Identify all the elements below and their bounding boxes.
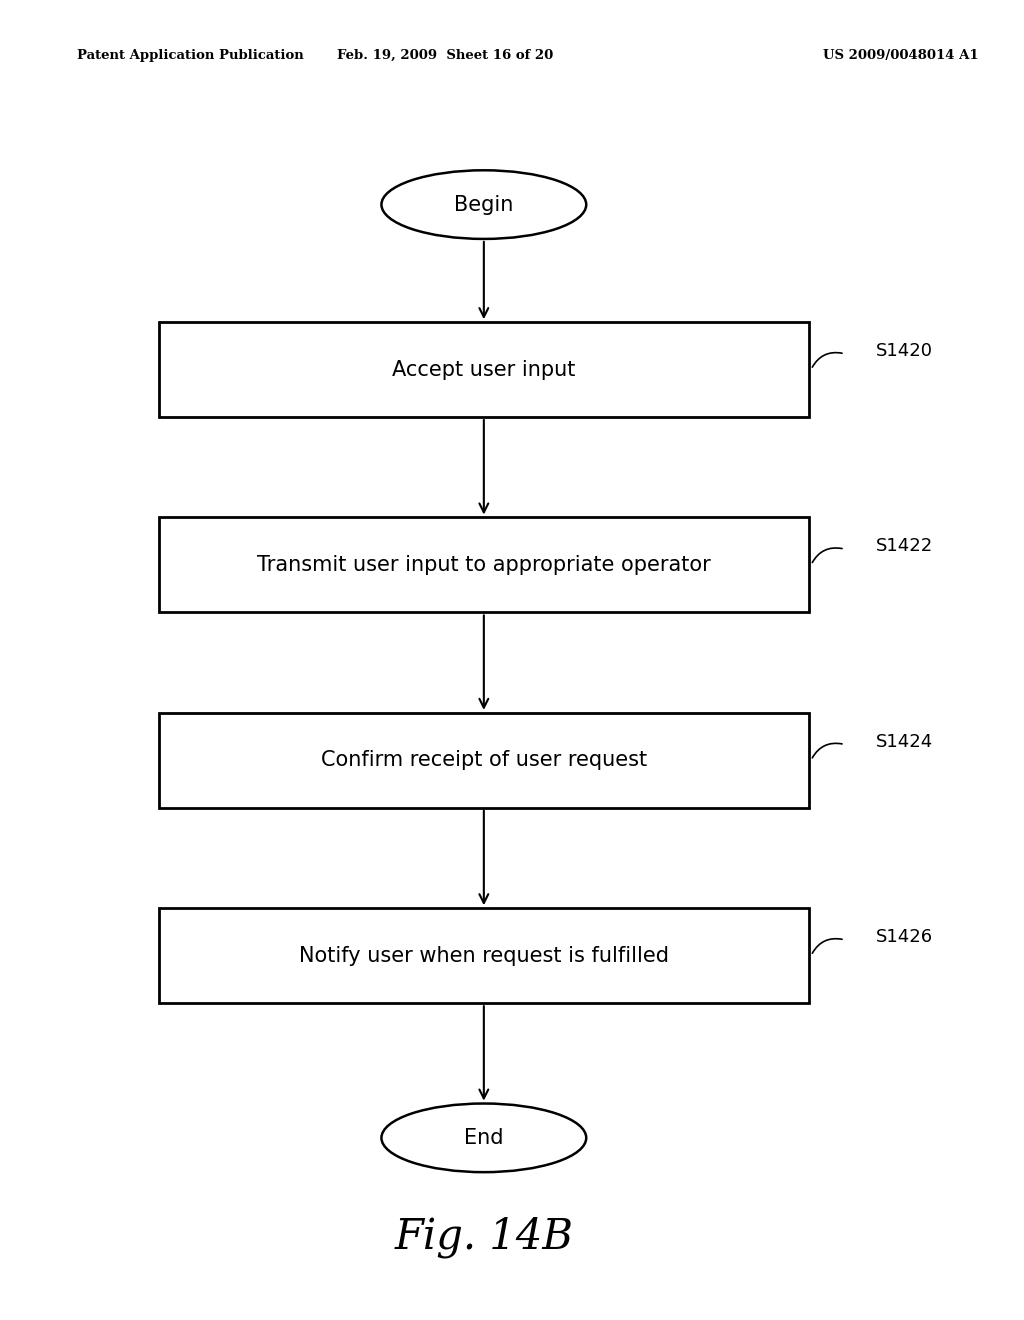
- Text: Accept user input: Accept user input: [392, 359, 575, 380]
- Ellipse shape: [382, 170, 586, 239]
- Text: S1422: S1422: [876, 537, 933, 556]
- Text: Begin: Begin: [455, 194, 513, 215]
- Bar: [159, 908, 809, 1003]
- Ellipse shape: [382, 1104, 586, 1172]
- Text: Fig. 14B: Fig. 14B: [394, 1216, 573, 1258]
- Text: End: End: [464, 1127, 504, 1148]
- Text: S1426: S1426: [876, 928, 933, 946]
- Text: Feb. 19, 2009  Sheet 16 of 20: Feb. 19, 2009 Sheet 16 of 20: [337, 49, 554, 62]
- Text: Transmit user input to appropriate operator: Transmit user input to appropriate opera…: [257, 554, 711, 576]
- Text: Patent Application Publication: Patent Application Publication: [77, 49, 303, 62]
- Text: US 2009/0048014 A1: US 2009/0048014 A1: [823, 49, 979, 62]
- Bar: [159, 322, 809, 417]
- Text: S1420: S1420: [876, 342, 933, 360]
- Text: Confirm receipt of user request: Confirm receipt of user request: [321, 750, 647, 771]
- Bar: [159, 517, 809, 612]
- Text: S1424: S1424: [876, 733, 933, 751]
- Bar: [159, 713, 809, 808]
- Text: Notify user when request is fulfilled: Notify user when request is fulfilled: [299, 945, 669, 966]
